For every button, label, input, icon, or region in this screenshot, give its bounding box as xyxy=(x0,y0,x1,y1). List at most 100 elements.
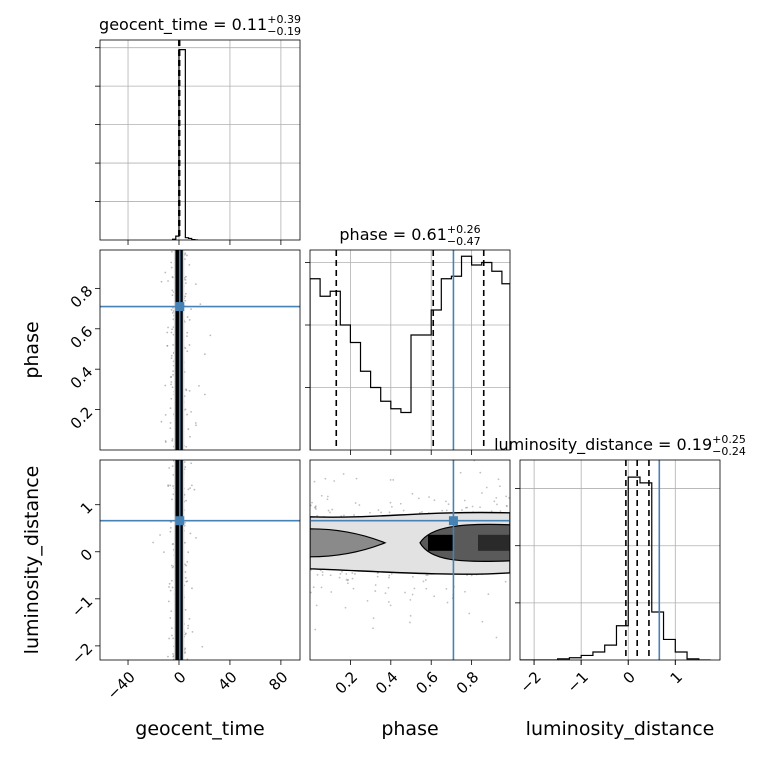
histogram-bar xyxy=(381,401,391,450)
sample-point xyxy=(372,617,375,619)
sample-point xyxy=(183,276,186,279)
sample-point xyxy=(441,509,444,512)
histogram-bar xyxy=(593,652,605,660)
sample-point xyxy=(399,502,402,505)
sample-point xyxy=(355,477,358,480)
sample-point xyxy=(425,574,428,576)
sample-point xyxy=(464,590,466,593)
sample-point xyxy=(493,500,496,503)
y-tick-label-luminosity_distance: −2 xyxy=(68,640,96,668)
sample-point xyxy=(402,509,405,512)
sample-point xyxy=(185,388,187,391)
sample-point xyxy=(316,573,319,576)
sample-point xyxy=(184,282,187,285)
sample-point xyxy=(388,511,391,514)
sample-point xyxy=(184,608,187,611)
x-tick-label-phase: 0.2 xyxy=(332,668,362,698)
histogram-bar xyxy=(441,279,451,450)
sample-point xyxy=(447,503,450,506)
sample-point xyxy=(417,497,420,500)
histogram-bar xyxy=(421,335,431,450)
sample-point xyxy=(172,653,174,655)
sample-point xyxy=(345,578,348,581)
sample-point xyxy=(490,510,493,513)
sample-point xyxy=(171,586,174,589)
sample-point xyxy=(170,250,173,253)
sample-point xyxy=(186,658,189,660)
sample-point xyxy=(315,508,317,510)
y-tick-label-phase: 0.8 xyxy=(67,282,97,312)
sample-point xyxy=(184,541,186,544)
sample-point xyxy=(172,306,174,309)
sample-point xyxy=(471,505,474,508)
sample-point xyxy=(172,370,175,373)
sample-point xyxy=(418,511,421,514)
sample-point xyxy=(184,292,187,295)
sample-point xyxy=(171,289,174,292)
title-median: phase = 0.61 xyxy=(339,225,446,244)
histogram-bar xyxy=(182,50,185,240)
scatter-area xyxy=(310,460,510,660)
x-tick-label-geocent_time: −40 xyxy=(104,668,139,703)
sample-point xyxy=(171,465,174,468)
histogram-bar xyxy=(492,271,502,450)
sample-point xyxy=(352,587,355,590)
y-tick-label-luminosity_distance: 0 xyxy=(77,545,96,564)
y-axis-label-phase: phase xyxy=(21,321,43,378)
sample-point xyxy=(169,589,172,592)
sample-point xyxy=(188,263,191,266)
sample-point xyxy=(326,498,329,501)
sample-point xyxy=(496,503,498,506)
truth-marker xyxy=(175,302,185,312)
title-upper-error: +0.25 xyxy=(712,433,746,446)
sample-point xyxy=(424,579,427,581)
sample-point xyxy=(193,488,196,491)
sample-point xyxy=(351,572,354,574)
sample-point xyxy=(372,627,374,630)
histogram-bar xyxy=(411,335,421,450)
sample-point xyxy=(170,308,173,311)
sample-point xyxy=(169,526,172,529)
sample-point xyxy=(184,295,187,298)
sample-point xyxy=(187,624,190,627)
sample-point xyxy=(461,509,463,511)
sample-point xyxy=(481,620,484,623)
sample-point xyxy=(387,586,390,589)
sample-point xyxy=(169,376,172,379)
sample-point xyxy=(184,521,187,524)
sample-point xyxy=(170,357,173,360)
y-tick-label-phase: 0.4 xyxy=(67,363,97,393)
sample-point xyxy=(185,275,187,278)
sample-point xyxy=(374,590,377,592)
sample-point xyxy=(384,592,387,595)
truth-marker xyxy=(448,516,458,526)
scatter-area xyxy=(100,250,300,450)
sample-point xyxy=(377,509,380,511)
sample-point xyxy=(329,574,332,577)
panel-frame xyxy=(99,249,301,451)
y-tick-label-phase: 0.6 xyxy=(67,322,97,352)
sample-point xyxy=(167,600,170,603)
sample-point xyxy=(160,280,163,283)
sample-point xyxy=(314,628,317,631)
sample-point xyxy=(481,492,483,494)
sample-point xyxy=(186,335,188,338)
histogram-bar xyxy=(664,639,676,660)
sample-point xyxy=(169,617,172,619)
sample-point xyxy=(195,424,197,427)
histogram-bar xyxy=(320,296,330,450)
sample-point xyxy=(187,551,190,554)
histogram-phase xyxy=(310,255,510,450)
sample-point xyxy=(390,572,393,575)
sample-point xyxy=(316,514,319,517)
x-axis-label-phase: phase xyxy=(381,718,438,740)
x-tick-label-luminosity_distance: −1 xyxy=(564,668,592,696)
sample-point xyxy=(409,598,412,601)
sample-point xyxy=(172,655,175,658)
sample-point xyxy=(312,586,315,589)
sample-point xyxy=(409,621,411,624)
sample-point xyxy=(389,604,392,607)
sample-point xyxy=(339,572,342,575)
sample-point xyxy=(186,331,189,334)
